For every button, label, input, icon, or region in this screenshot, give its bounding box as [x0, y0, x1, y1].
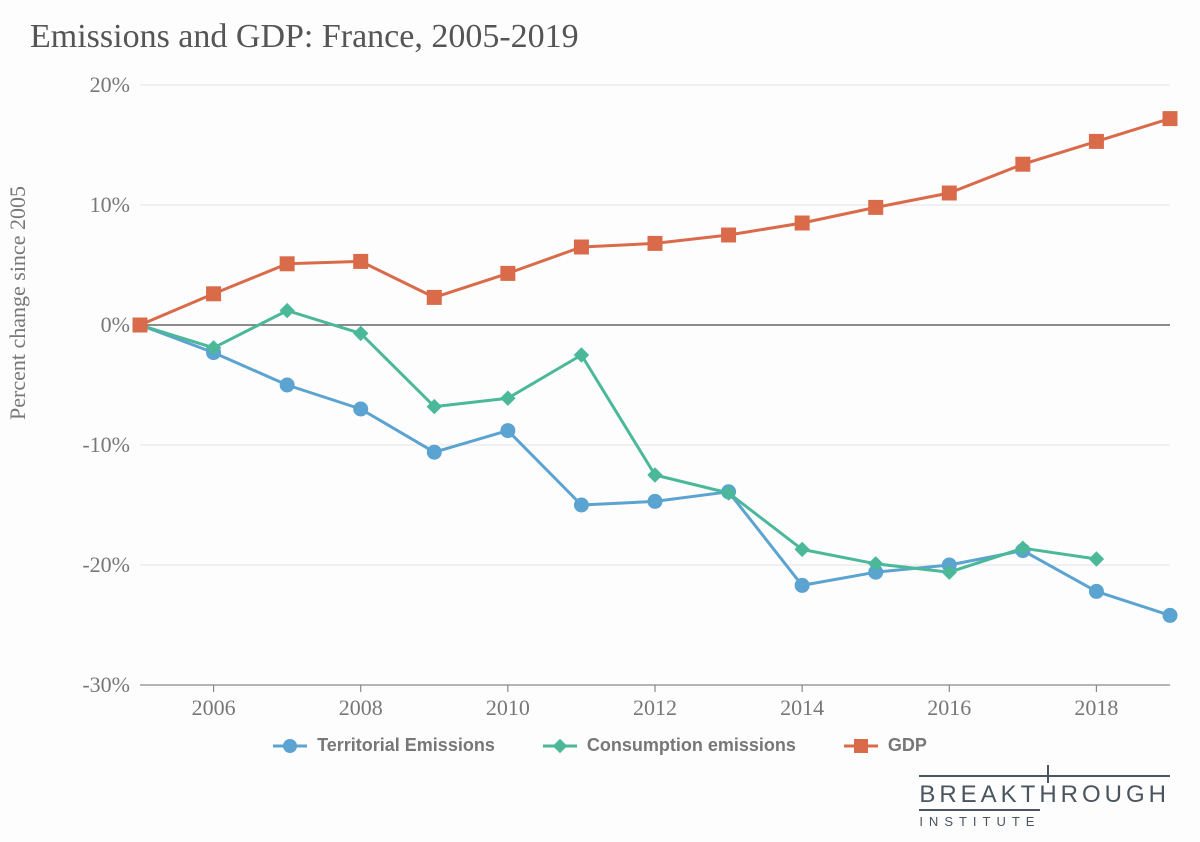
xtick-label: 2016 [927, 695, 971, 721]
breakthrough-logo: BREAKTHROUGH INSTITUTE [919, 775, 1170, 830]
ytick-label: 10% [60, 192, 130, 218]
chart-title: Emissions and GDP: France, 2005-2019 [30, 18, 579, 56]
ytick-label: -10% [60, 432, 130, 458]
legend-label: Consumption emissions [587, 735, 796, 756]
xtick-label: 2006 [192, 695, 236, 721]
xtick-label: 2008 [339, 695, 383, 721]
legend-label: GDP [888, 735, 927, 756]
xtick-label: 2012 [633, 695, 677, 721]
ytick-label: -30% [60, 672, 130, 698]
legend: Territorial Emissions Consumption emissio… [0, 735, 1200, 760]
legend-item: Territorial Emissions [273, 735, 495, 756]
logo-line1: BREAKTHROUGH [919, 775, 1170, 807]
xtick-label: 2010 [486, 695, 530, 721]
plot-svg [140, 85, 1170, 685]
xtick-label: 2018 [1074, 695, 1118, 721]
legend-item: Consumption emissions [543, 735, 796, 756]
logo-line2: INSTITUTE [919, 809, 1040, 828]
ytick-label: 0% [60, 312, 130, 338]
legend-label: Territorial Emissions [317, 735, 495, 756]
chart-container: Emissions and GDP: France, 2005-2019 Per… [0, 0, 1200, 842]
legend-item: GDP [844, 735, 927, 756]
plot-area [140, 85, 1170, 685]
xtick-label: 2014 [780, 695, 824, 721]
ytick-label: 20% [60, 72, 130, 98]
y-axis-label: Percent change since 2005 [5, 186, 31, 420]
ytick-label: -20% [60, 552, 130, 578]
